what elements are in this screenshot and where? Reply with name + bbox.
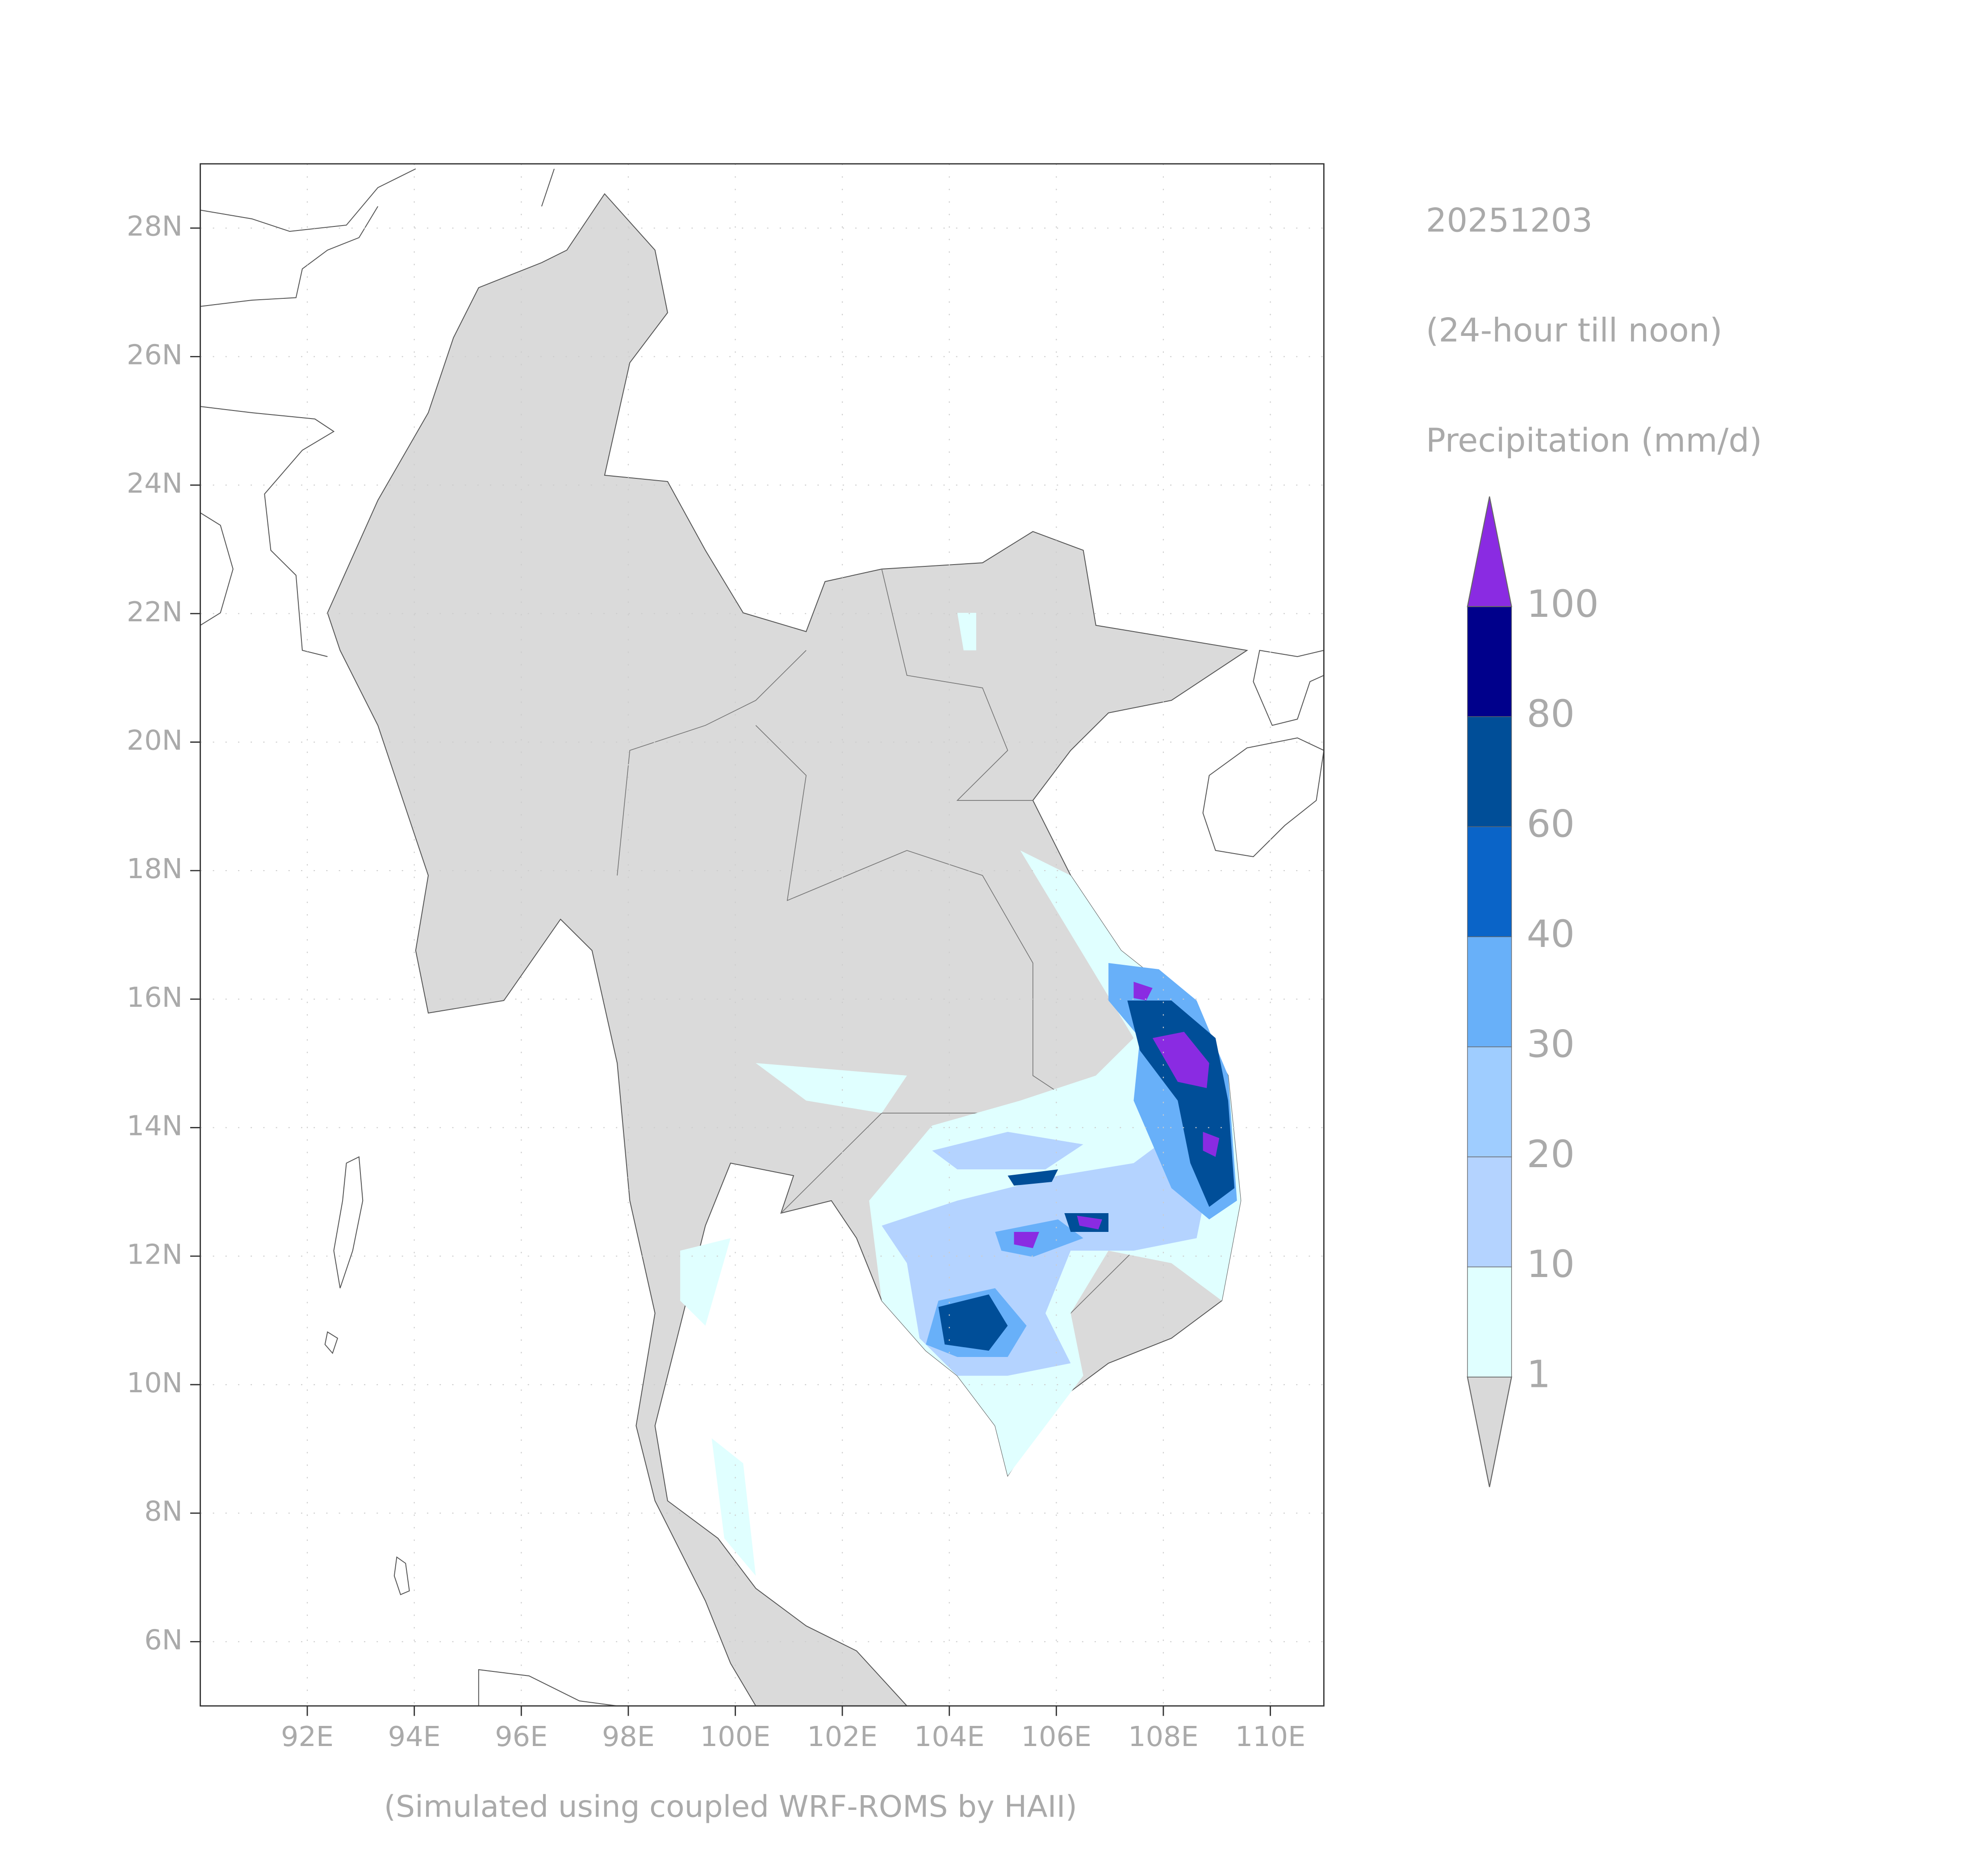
colorbar-label: 20 <box>1526 1132 1575 1176</box>
y-tick-label: 8N <box>144 1495 183 1528</box>
colorbar-segment <box>1467 716 1512 827</box>
subtitle: (24-hour till noon) <box>1426 312 1723 350</box>
colorbar-extend-high <box>1467 496 1512 607</box>
y-tick-label: 20N <box>127 724 183 757</box>
colorbar-label: 10 <box>1526 1243 1575 1286</box>
y-tick-label: 18N <box>127 853 183 885</box>
colorbar-segment <box>1467 1046 1512 1157</box>
precipitation <box>680 613 1241 1576</box>
colorbar-title: Precipitation (mm/d) <box>1426 422 1762 460</box>
y-tick-label: 22N <box>127 596 183 628</box>
x-tick-label: 96E <box>495 1721 548 1753</box>
coastline <box>200 168 416 657</box>
colorbar-label: 1 <box>1526 1353 1551 1396</box>
border <box>617 569 1147 1326</box>
colorbar-segment <box>1467 1156 1512 1268</box>
map-frame <box>200 163 1325 1707</box>
colorbar-segment <box>1467 936 1512 1047</box>
x-tick-label: 98E <box>602 1721 655 1753</box>
y-tick-label: 26N <box>127 339 183 371</box>
y-tick-label: 24N <box>127 467 183 499</box>
colorbar-label: 40 <box>1526 912 1575 956</box>
colorbar-segment <box>1467 1266 1512 1378</box>
x-tick-label: 106E <box>1021 1721 1092 1753</box>
map-area <box>200 163 1325 1707</box>
colorbar-label: 30 <box>1526 1022 1575 1066</box>
colorbar-segment <box>1467 826 1512 937</box>
y-tick-label: 10N <box>127 1367 183 1399</box>
colorbar-segment <box>1467 606 1512 717</box>
y-tick-label: 6N <box>144 1624 183 1656</box>
y-tick-label: 28N <box>127 210 183 243</box>
x-tick-label: 94E <box>388 1721 441 1753</box>
colorbar-label: 80 <box>1526 692 1575 736</box>
x-tick-label: 92E <box>281 1721 334 1753</box>
x-tick-label: 100E <box>700 1721 771 1753</box>
island <box>324 1156 618 1707</box>
island <box>1202 737 1325 858</box>
precip-area <box>938 1001 1235 1351</box>
precip-area <box>680 613 1241 1576</box>
x-tick-label: 104E <box>914 1721 985 1753</box>
y-tick-label: 16N <box>127 981 183 1013</box>
coastline <box>541 168 1324 726</box>
colorbar-label: 100 <box>1526 582 1598 626</box>
y-tick-label: 14N <box>127 1110 183 1142</box>
x-tick-label: 108E <box>1128 1721 1199 1753</box>
x-tick-label: 102E <box>807 1721 878 1753</box>
colorbar-label: 60 <box>1526 802 1575 846</box>
caption: (Simulated using coupled WRF-ROMS by HAI… <box>384 1789 1077 1824</box>
y-tick-label: 12N <box>127 1238 183 1270</box>
date-label: 20251203 <box>1426 202 1593 240</box>
precip-area <box>1014 982 1220 1248</box>
x-tick-label: 110E <box>1235 1721 1306 1753</box>
